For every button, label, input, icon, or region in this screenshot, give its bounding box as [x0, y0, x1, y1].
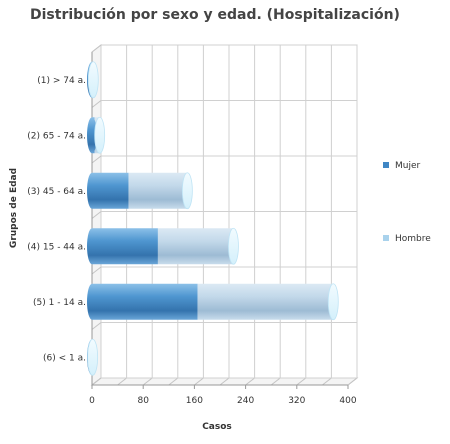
y-wall-gridline	[91, 44, 102, 53]
y-axis-title: Grupos de Edad	[9, 168, 19, 248]
x-floor-gridline	[117, 377, 127, 386]
y-wall-gridline	[91, 266, 102, 275]
y-tick-label: (6) < 1 a.	[43, 353, 86, 363]
legend-swatch-mujer	[383, 162, 389, 168]
x-floor-gridline	[270, 377, 281, 386]
y-wall-gridline	[91, 100, 102, 108]
x-tick-label: 400	[339, 396, 356, 406]
x-tick-label: 320	[288, 396, 305, 406]
bar-end-cap	[87, 338, 99, 376]
x-floor-gridline	[168, 377, 179, 386]
x-tick-label: 240	[237, 396, 254, 406]
y-tick-label: (2) 65 - 74 a.	[27, 131, 86, 141]
bar-end-cap	[327, 283, 339, 321]
bar-segment-hombre	[197, 283, 334, 320]
y-tick-label: (5) 1 - 14 a.	[33, 298, 86, 308]
x-floor-gridline	[219, 377, 230, 386]
bar-segment-mujer	[92, 283, 198, 320]
x-tick-label: 0	[89, 396, 95, 406]
y-tick-label: (4) 15 - 44 a.	[27, 242, 86, 252]
y-wall-gridline	[91, 377, 102, 386]
x-floor-gridline	[322, 377, 332, 386]
bars	[87, 61, 339, 376]
bar-end-cap	[228, 227, 239, 265]
bar-segment-mujer	[92, 172, 129, 209]
grid	[90, 43, 359, 387]
bar-end-cap	[87, 61, 99, 99]
y-axis-ticks: (1) > 74 a. (2) 65 - 74 a. (3) 45 - 64 a. (…	[27, 76, 86, 364]
bar-end-cap	[181, 172, 193, 210]
x-axis-title: Casos	[202, 422, 232, 432]
y-tick-label: (3) 45 - 64 a.	[27, 187, 86, 197]
x-floor-gridline	[296, 377, 307, 386]
x-floor-gridline	[347, 377, 358, 386]
bar-segment-hombre	[128, 172, 188, 209]
x-floor-gridline	[245, 377, 255, 386]
y-wall-gridline	[91, 211, 102, 219]
bar-segment-hombre	[157, 228, 234, 265]
legend-swatch-hombre	[383, 235, 389, 241]
bar-left-cap	[87, 172, 97, 209]
legend-label-hombre: Hombre	[395, 234, 431, 244]
y-tick-label: (1) > 74 a.	[37, 76, 86, 86]
chart-title: Distribución por sexo y edad. (Hospitali…	[30, 7, 400, 23]
bar-segment-mujer	[92, 228, 158, 265]
legend: Mujer Hombre	[383, 161, 431, 244]
x-floor-gridline	[194, 377, 204, 386]
x-floor-gridline	[142, 377, 153, 386]
bar-left-cap	[87, 228, 97, 265]
x-tick-label: 160	[186, 396, 203, 406]
y-wall-gridline	[91, 155, 102, 164]
bar-end-cap	[94, 116, 106, 154]
y-wall-gridline	[91, 322, 102, 330]
bar-left-cap	[87, 283, 97, 320]
x-axis-ticks: 0 80 160 240 320 400	[89, 385, 357, 406]
legend-label-mujer: Mujer	[395, 161, 421, 171]
bar-left-cap	[87, 117, 97, 154]
x-tick-label: 80	[137, 396, 149, 406]
